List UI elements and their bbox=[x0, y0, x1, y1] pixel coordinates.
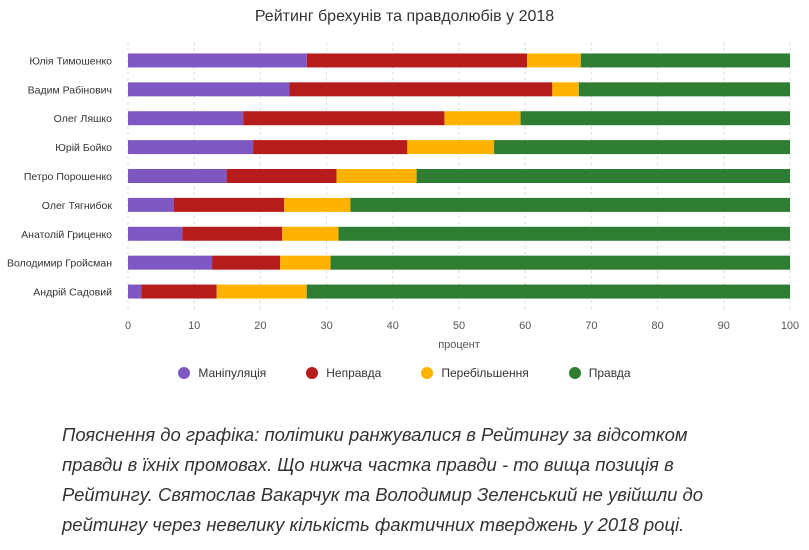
x-tick-label: 80 bbox=[651, 320, 663, 332]
chart-title: Рейтинг брехунів та правдолюбів у 2018 bbox=[254, 8, 555, 25]
bar-segment bbox=[253, 140, 408, 155]
bar-segment bbox=[141, 284, 217, 299]
bar-segment bbox=[128, 226, 183, 241]
bar-segment bbox=[520, 111, 790, 126]
bar-segment bbox=[330, 255, 790, 270]
legend-item[interactable]: Перебільшення bbox=[421, 366, 529, 380]
bar-segment bbox=[128, 255, 213, 270]
x-tick-label: 50 bbox=[453, 320, 465, 332]
category-label: Володимир Гройсман bbox=[7, 258, 112, 270]
bar-segment bbox=[336, 169, 417, 183]
bar-segment bbox=[243, 111, 445, 126]
x-tick-label: 100 bbox=[781, 320, 799, 332]
bar-segment bbox=[173, 197, 285, 212]
bar-segment bbox=[407, 140, 495, 155]
bar-segment bbox=[182, 226, 283, 241]
x-tick-label: 20 bbox=[254, 320, 266, 332]
category-label: Петро Порошенко bbox=[24, 171, 112, 183]
bar-segment bbox=[289, 82, 553, 97]
bar-segment bbox=[284, 197, 351, 212]
legend-label: Маніпуляція bbox=[198, 366, 267, 380]
bar-segment bbox=[306, 53, 528, 68]
stacked-bar-chart: 0 10 20 30 40 50 60 70 80 90 100 процент Юлія Тимоше… bbox=[7, 42, 799, 351]
legend-label: Правда bbox=[588, 366, 631, 380]
legend-swatch bbox=[178, 367, 191, 379]
bar-segment bbox=[416, 169, 790, 183]
bar-segment bbox=[494, 140, 790, 155]
x-tick-label: 90 bbox=[718, 320, 730, 332]
bar-segment bbox=[128, 169, 227, 183]
bar-segment bbox=[128, 197, 174, 212]
bar-segment bbox=[128, 284, 142, 299]
bar-layer bbox=[128, 53, 790, 299]
bar-segment bbox=[128, 111, 244, 126]
category-label: Юрій Бойко bbox=[55, 142, 112, 154]
x-axis-label: процент bbox=[438, 339, 480, 351]
category-label: Вадим Рабінович bbox=[28, 84, 112, 96]
caption-line-4: рейтингу через невелику кількість фактич… bbox=[62, 514, 685, 535]
bar-segment bbox=[128, 140, 254, 155]
legend-item[interactable]: Неправда bbox=[306, 366, 381, 380]
x-tick-label: 30 bbox=[320, 320, 332, 332]
x-tick-label: 70 bbox=[585, 320, 597, 332]
legend-label: Перебільшення bbox=[441, 366, 529, 380]
bar-segment bbox=[578, 82, 790, 97]
caption-line-1: Пояснення до графіка: політики ранжували… bbox=[62, 424, 688, 445]
bar-segment bbox=[580, 53, 790, 68]
legend-swatch bbox=[421, 367, 434, 379]
bar-segment bbox=[527, 53, 581, 68]
bar-segment bbox=[128, 82, 290, 97]
bar-segment bbox=[338, 226, 790, 241]
bar-segment bbox=[212, 255, 281, 270]
bar-segment bbox=[306, 284, 790, 299]
bar-segment bbox=[128, 53, 307, 68]
legend-label: Неправда bbox=[326, 366, 382, 380]
bar-segment bbox=[552, 82, 579, 97]
legend-swatch bbox=[568, 367, 581, 379]
category-label: Андрій Садовий bbox=[33, 287, 112, 299]
caption-line-2: правди в їхніх промовах. Що нижча частка… bbox=[62, 454, 674, 475]
bar-segment bbox=[350, 197, 790, 212]
x-tick-label: 40 bbox=[387, 320, 399, 332]
bar-segment bbox=[444, 111, 521, 126]
category-label: Юлія Тимошенко bbox=[29, 55, 112, 67]
bar-segment bbox=[280, 255, 331, 270]
legend-item[interactable]: Маніпуляція bbox=[178, 366, 266, 380]
category-label: Олег Тягнибок bbox=[42, 200, 113, 212]
chart-caption: Пояснення до графіка: політики ранжували… bbox=[62, 420, 762, 540]
legend-item[interactable]: Правда bbox=[568, 366, 631, 380]
legend: Маніпуляція Неправда Перебільшення Правда bbox=[0, 366, 809, 380]
category-label: Анатолій Гриценко bbox=[21, 229, 112, 241]
legend-swatch bbox=[306, 367, 319, 379]
caption-line-3: Рейтингу. Святослав Вакарчук та Володими… bbox=[62, 484, 704, 505]
bar-segment bbox=[226, 169, 337, 183]
x-tick-label: 10 bbox=[188, 320, 200, 332]
label-layer: 0 10 20 30 40 50 60 70 80 90 100 процент Юлія Тимоше… bbox=[7, 55, 799, 351]
x-tick-label: 0 bbox=[125, 320, 131, 332]
category-label: Олег Ляшко bbox=[54, 113, 112, 125]
x-tick-label: 60 bbox=[519, 320, 531, 332]
bar-segment bbox=[216, 284, 307, 299]
bar-segment bbox=[282, 226, 339, 241]
